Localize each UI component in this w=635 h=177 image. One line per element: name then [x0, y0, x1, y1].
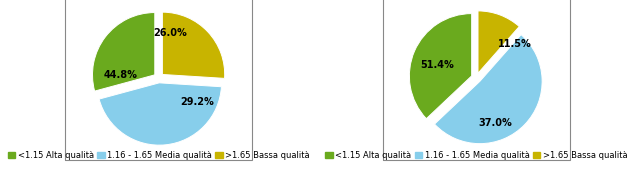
Legend: <1.15 Alta qualità, 1.16 - 1.65 Media qualità, >1.65 Bassa qualità: <1.15 Alta qualità, 1.16 - 1.65 Media qu… [324, 150, 628, 161]
Text: 26.0%: 26.0% [153, 28, 187, 38]
Text: 37.0%: 37.0% [478, 118, 512, 128]
Text: 11.5%: 11.5% [498, 39, 531, 49]
Text: 51.4%: 51.4% [421, 60, 455, 70]
Wedge shape [478, 11, 519, 73]
Text: 29.2%: 29.2% [180, 97, 214, 107]
Text: 44.8%: 44.8% [103, 70, 137, 80]
Legend: <1.15 Alta qualità, 1.16 - 1.65 Media qualità, >1.65 Bassa qualità: <1.15 Alta qualità, 1.16 - 1.65 Media qu… [7, 150, 311, 161]
Wedge shape [410, 14, 472, 119]
Wedge shape [99, 83, 222, 145]
Wedge shape [93, 13, 155, 91]
Wedge shape [434, 35, 542, 144]
Wedge shape [163, 12, 225, 78]
